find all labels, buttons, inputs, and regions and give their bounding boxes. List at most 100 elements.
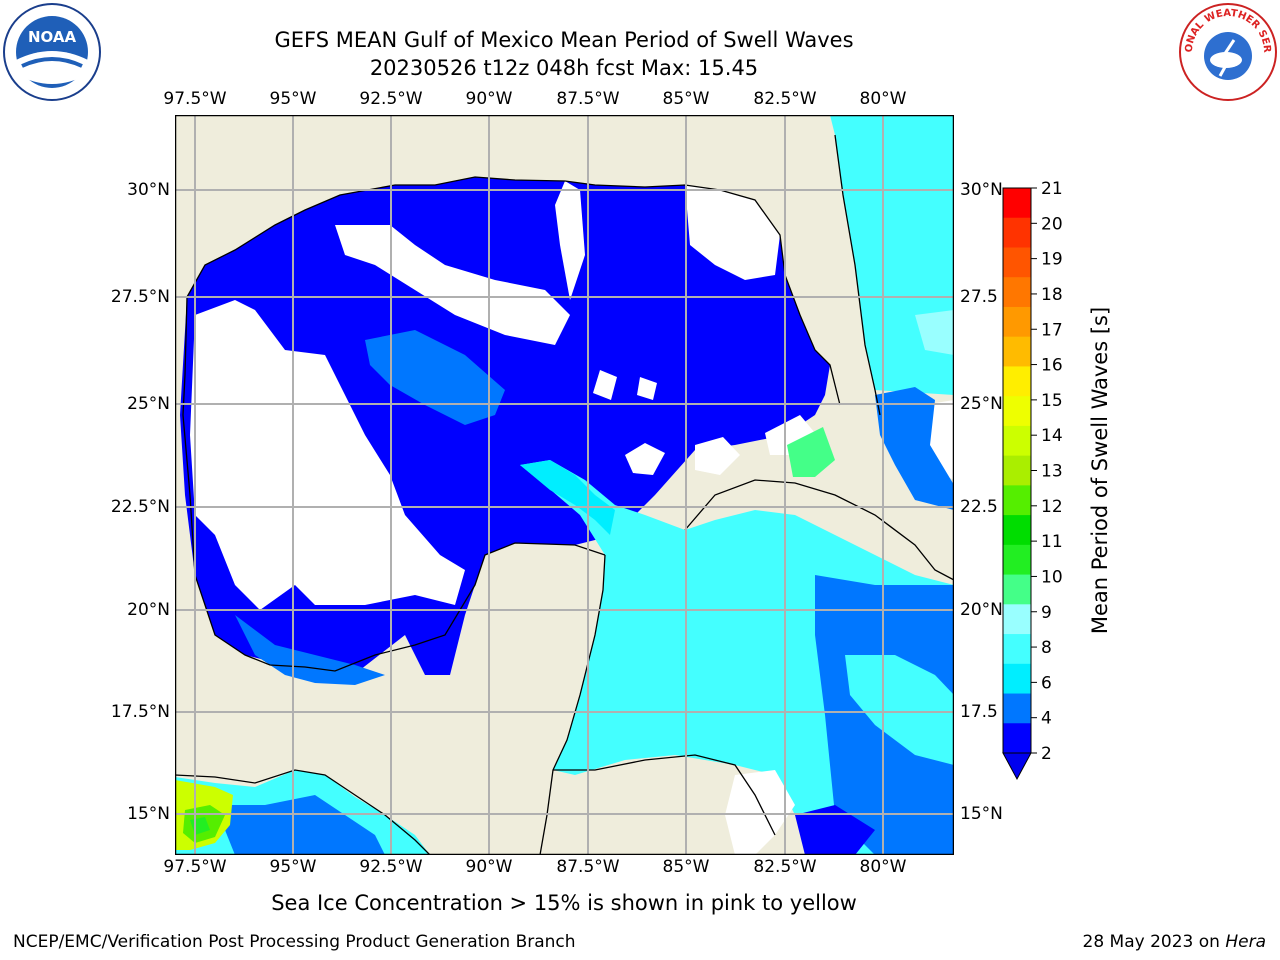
colorbar-segment xyxy=(1003,306,1031,338)
colorbar-tick-label: 11 xyxy=(1041,532,1063,552)
map-frame xyxy=(175,115,954,855)
lon-label-top: 95°W xyxy=(269,89,317,109)
colorbar-segment xyxy=(1003,544,1031,576)
colorbar-tick-label: 20 xyxy=(1041,214,1063,234)
lon-label-top: 97.5°W xyxy=(163,89,227,109)
coastline-yucatan xyxy=(539,554,606,855)
colorbar-tick-label: 13 xyxy=(1041,462,1063,482)
swell-field-strait-green xyxy=(787,427,835,477)
lat-label-left: 15°N xyxy=(127,804,170,824)
lat-label-left: 17.5°N xyxy=(110,702,170,722)
footer-date: 28 May 2023 on Hera xyxy=(1083,932,1267,952)
svg-text:NOAA: NOAA xyxy=(28,28,77,46)
colorbar-segment xyxy=(1003,277,1031,308)
swell-field-caribbean-deep xyxy=(795,805,875,855)
lon-label-bottom: 92.5°W xyxy=(359,857,423,877)
colorbar-segment xyxy=(1003,396,1031,427)
coastline-pacific xyxy=(175,769,431,855)
swell-field-gulf-4-6 xyxy=(365,330,505,425)
lat-label-left: 27.5°N xyxy=(110,287,170,307)
no-data-spot-3 xyxy=(637,377,657,400)
no-data-west-florida xyxy=(685,185,780,280)
swell-field-bahamas xyxy=(875,387,954,510)
colorbar-tick-label: 19 xyxy=(1041,250,1063,270)
lon-label-top: 90°W xyxy=(465,89,513,109)
colorbar-tick-label: 21 xyxy=(1041,180,1063,199)
coastline-gulf xyxy=(186,176,841,406)
coastline-cuba xyxy=(684,479,954,581)
colorbar-tick-label: 12 xyxy=(1041,497,1063,517)
colorbar-segment xyxy=(1003,693,1031,724)
colorbar: 2 4 6 8 9 10 11 12 13 14 15 16 17 18 19 20 21 Mean Period… xyxy=(1002,180,1112,781)
colorbar-segment xyxy=(1003,188,1031,219)
lat-label-left: 22.5°N xyxy=(110,497,170,517)
lat-label-left: 30°N xyxy=(127,180,170,200)
colorbar-segment xyxy=(1003,634,1031,665)
colorbar-segment xyxy=(1003,485,1031,516)
colorbar-tick-label: 6 xyxy=(1041,673,1052,693)
lon-label-bottom: 87.5°W xyxy=(556,857,620,877)
lat-label-right: 30°N xyxy=(960,180,1003,200)
colorbar-tick-label: 18 xyxy=(1041,285,1063,305)
colorbar-segment xyxy=(1003,515,1031,546)
swell-field-gulf-4-6-south xyxy=(235,615,385,685)
lat-label-right: 22.5 xyxy=(960,497,998,517)
colorbar-segment xyxy=(1003,574,1031,605)
lat-label-right: 25°N xyxy=(960,394,1003,414)
colorbar-tick-label: 10 xyxy=(1041,567,1063,587)
plot-title: GEFS MEAN Gulf of Mexico Mean Period of … xyxy=(274,28,854,52)
colorbar-segment xyxy=(1003,723,1031,754)
coastline-central-america xyxy=(553,754,776,836)
lon-label-top: 85°W xyxy=(662,89,710,109)
swell-field-atlantic-light xyxy=(915,310,954,355)
swell-field-caribbean-bright xyxy=(520,460,615,535)
graticule xyxy=(175,115,954,855)
colorbar-tick-label: 15 xyxy=(1041,391,1063,411)
lon-label-top: 80°W xyxy=(859,89,907,109)
colorbar-segment xyxy=(1003,455,1031,486)
no-data-central-gulf xyxy=(555,181,585,300)
colorbar-tick-label: 8 xyxy=(1041,638,1052,658)
colorbar-tick-label: 17 xyxy=(1041,320,1063,340)
lat-label-right: 27.5 xyxy=(960,287,998,307)
lon-label-top: 87.5°W xyxy=(556,89,620,109)
noaa-logo: NOAA xyxy=(2,2,102,106)
sea-ice-note: Sea Ice Concentration > 15% is shown in … xyxy=(271,891,857,915)
lon-label-bottom: 82.5°W xyxy=(753,857,817,877)
lon-label-top: 92.5°W xyxy=(359,89,423,109)
colorbar-segment xyxy=(1003,663,1031,695)
colorbar-tick-label: 14 xyxy=(1041,426,1063,446)
nws-logo: NATIONAL WEATHER SERVICE xyxy=(1174,0,1278,106)
no-data-spot-4 xyxy=(695,437,740,475)
colorbar-segment xyxy=(1003,366,1031,397)
colorbar-segment xyxy=(1003,217,1031,248)
coastline-florida-east xyxy=(834,134,881,416)
no-data-spot-1 xyxy=(625,443,665,475)
swell-field-caribbean-east-bright xyxy=(845,655,954,765)
colorbar-segment xyxy=(1003,425,1031,457)
lon-label-bottom: 95°W xyxy=(269,857,317,877)
colorbar-segment xyxy=(1003,604,1031,635)
colorbar-extend-arrow xyxy=(1002,752,1032,781)
lon-label-bottom: 85°W xyxy=(662,857,710,877)
colorbar-label: Mean Period of Swell Waves [s] xyxy=(1088,307,1112,634)
no-data-north-gulf xyxy=(335,225,570,345)
lat-label-right: 20°N xyxy=(960,600,1003,620)
colorbar-segment xyxy=(1003,247,1031,278)
footer-machine: Hera xyxy=(1225,932,1266,952)
lon-label-bottom: 97.5°W xyxy=(163,857,227,877)
lon-label-top: 82.5°W xyxy=(753,89,817,109)
no-data-caribbean-coast xyxy=(725,770,795,855)
colorbar-tick-label: 9 xyxy=(1041,603,1052,623)
map-panel xyxy=(175,115,954,855)
plot-subtitle: 20230526 t12z 048h fcst Max: 15.45 xyxy=(369,56,759,80)
footer-date-text: 28 May 2023 on xyxy=(1082,932,1226,952)
footer-credit: NCEP/EMC/Verification Post Processing Pr… xyxy=(13,932,576,952)
swell-field-pacific-blue xyxy=(215,795,385,855)
colorbar-segment xyxy=(1003,336,1031,367)
lon-label-bottom: 80°W xyxy=(859,857,907,877)
lat-label-left: 20°N xyxy=(127,600,170,620)
no-data-western-gulf xyxy=(190,300,465,610)
lat-label-right: 15°N xyxy=(960,804,1003,824)
